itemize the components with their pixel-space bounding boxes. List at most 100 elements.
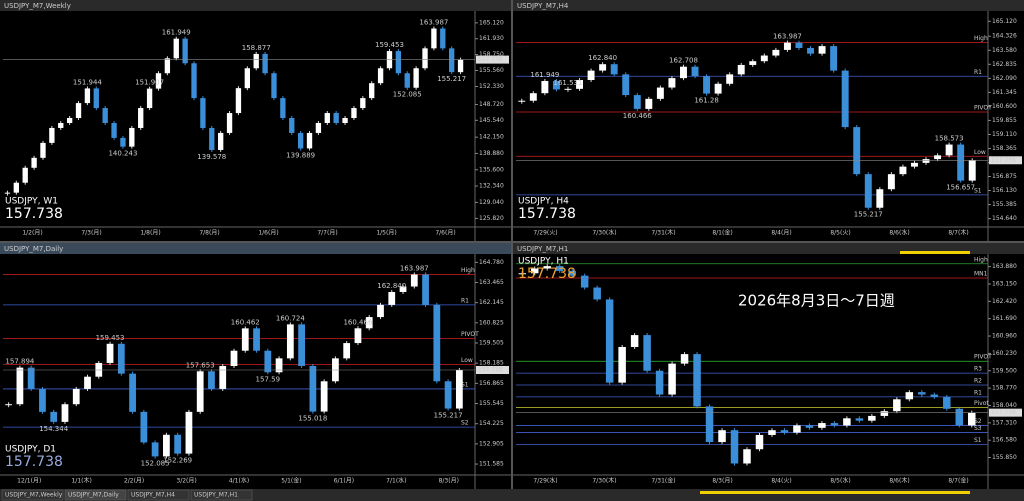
candle — [129, 127, 135, 147]
candle — [365, 317, 373, 329]
tab-label[interactable]: USDJPY_M7,Weekly — [5, 492, 63, 499]
candle — [749, 61, 757, 65]
candle — [306, 132, 313, 149]
price-annotation: 159.453 — [375, 41, 404, 49]
tab[interactable] — [64, 489, 127, 501]
candle — [120, 137, 126, 147]
x-tick-label: 1/1(木) — [71, 477, 91, 485]
price-annotation: 157.894 — [5, 358, 34, 366]
tab[interactable] — [190, 489, 253, 501]
candle — [630, 335, 639, 347]
price-annotation: 161.949 — [162, 29, 191, 37]
y-tick-label: 152.330 — [479, 83, 504, 90]
candle — [899, 166, 907, 175]
candle — [449, 48, 455, 73]
price-annotation: 151.907 — [135, 79, 164, 87]
price-box — [989, 408, 1022, 417]
price-annotation: 161.531 — [553, 79, 582, 87]
candle — [668, 363, 676, 395]
candle — [39, 388, 46, 412]
candle — [868, 415, 876, 421]
candle — [755, 434, 764, 450]
candle — [610, 64, 618, 75]
window — [513, 243, 1024, 489]
window — [0, 0, 511, 241]
candle — [714, 83, 722, 94]
week-note: 2026年8月3日～7日週 — [738, 292, 895, 310]
x-tick-label: 7/31(金) — [651, 477, 675, 485]
y-tick-label: 163.580 — [992, 47, 1017, 54]
x-tick-label: 7/3(月) — [81, 230, 101, 237]
tab[interactable] — [1, 489, 64, 501]
y-tick-label: 163.880 — [992, 263, 1017, 270]
x-tick-label: 5/1(金) — [281, 477, 301, 485]
x-tick-label: 8/3(月) — [439, 478, 459, 485]
candle — [743, 449, 751, 464]
candle — [945, 144, 953, 156]
y-tick-label: 162.835 — [992, 61, 1017, 68]
candle — [457, 59, 464, 73]
candle — [541, 80, 549, 94]
x-tick-label: 7/29(火) — [533, 230, 557, 237]
candle — [718, 430, 726, 443]
candle — [235, 88, 242, 114]
candle — [182, 38, 188, 64]
level-label: S2 — [461, 420, 469, 427]
level-label: Low — [461, 357, 473, 364]
candle — [680, 354, 689, 364]
candle — [138, 108, 144, 128]
y-tick-label: 156.580 — [992, 437, 1017, 444]
candle — [84, 88, 91, 104]
candle — [783, 42, 791, 50]
candle — [320, 381, 328, 412]
tab[interactable] — [127, 489, 190, 501]
candle — [151, 442, 159, 457]
y-tick-label: 160.825 — [479, 319, 504, 326]
level-label: R3 — [974, 366, 982, 373]
x-tick-label: 7/29(水) — [533, 477, 557, 485]
level-label: R2 — [974, 378, 982, 385]
tab-label[interactable]: USDJPY_M7,H1 — [194, 492, 238, 499]
y-tick-label: 165.120 — [479, 19, 504, 26]
x-tick-label: 2/2(月) — [124, 478, 144, 485]
candle — [433, 304, 441, 382]
candle — [780, 430, 789, 433]
candle — [140, 411, 148, 443]
candle — [40, 142, 46, 158]
candle — [72, 388, 80, 405]
candle — [930, 394, 939, 397]
y-tick-label: 159.500 — [992, 367, 1017, 374]
candle — [218, 132, 224, 150]
candle — [16, 367, 24, 405]
candle — [244, 68, 250, 89]
candle — [309, 366, 317, 412]
candle — [587, 70, 595, 81]
candle — [146, 88, 153, 109]
price-box — [476, 366, 509, 375]
y-tick-label: 156.875 — [992, 173, 1017, 180]
price-annotation: 159.453 — [96, 334, 125, 342]
candle — [440, 28, 446, 49]
tab-label[interactable]: USDJPY_M7,H4 — [131, 492, 175, 499]
candle — [324, 113, 330, 123]
x-tick-label: 8/6(水) — [889, 229, 909, 237]
y-tick-label: 152.905 — [479, 440, 504, 447]
tab-label[interactable]: USDJPY_M7,Daily — [68, 492, 119, 499]
candle — [354, 328, 362, 344]
candle — [404, 73, 410, 88]
candle — [691, 66, 699, 77]
y-tick-label: 160.600 — [992, 103, 1017, 110]
candle — [841, 70, 849, 128]
candle — [226, 113, 233, 133]
y-tick-label: 148.720 — [479, 101, 504, 108]
candle — [768, 430, 776, 435]
candle — [643, 335, 651, 371]
price-annotation: 163.987 — [400, 264, 429, 272]
candle — [219, 366, 227, 389]
candle — [968, 160, 976, 181]
x-tick-label: 6/1(月) — [334, 478, 354, 485]
price-annotation: 163.987 — [773, 33, 802, 41]
candle — [410, 274, 418, 287]
y-tick-label: 159.110 — [992, 131, 1017, 138]
